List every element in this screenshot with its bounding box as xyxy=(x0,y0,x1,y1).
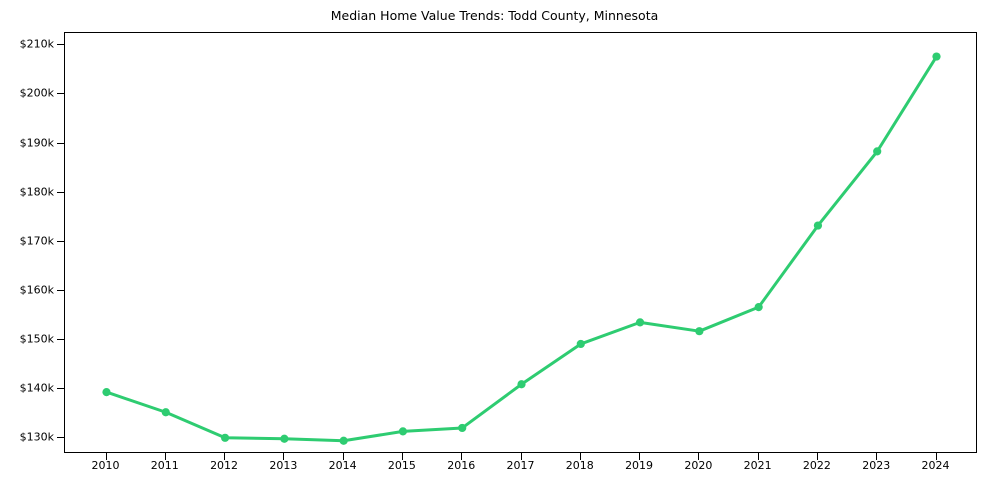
data-point-marker xyxy=(398,427,408,436)
x-axis-tick-label: 2013 xyxy=(269,459,298,472)
chart-title: Median Home Value Trends: Todd County, M… xyxy=(330,8,659,23)
x-axis-tick-mark xyxy=(639,453,641,460)
data-point-marker xyxy=(161,408,170,417)
x-axis-tick-label: 2017 xyxy=(506,459,535,472)
x-axis-tick-label: 2024 xyxy=(921,459,950,472)
y-axis-tick-label: $150k xyxy=(19,332,54,346)
x-axis-tick-mark xyxy=(816,453,818,460)
x-axis-tick-label: 2011 xyxy=(150,459,179,472)
x-axis-tick-label: 2019 xyxy=(625,459,654,472)
line-series-markers xyxy=(102,52,941,445)
data-point-marker xyxy=(280,434,289,443)
x-axis-tick-mark xyxy=(283,453,285,460)
data-point-marker xyxy=(517,380,526,389)
data-point-marker xyxy=(458,423,467,433)
x-axis-tick-label: 2022 xyxy=(802,459,831,472)
y-axis-tick-mark xyxy=(57,437,64,439)
x-axis-tick-mark xyxy=(461,453,463,460)
y-axis-tick-labels: $130k $140k $150k $160k $170k $180k $190k $200k… xyxy=(0,0,54,490)
x-axis-tick-label: 2015 xyxy=(387,459,416,472)
x-axis-tick-label: 2021 xyxy=(743,459,772,472)
x-axis-tick-label: 2014 xyxy=(328,459,357,472)
x-axis-tick-mark xyxy=(401,453,403,460)
y-axis-tick-mark xyxy=(57,191,64,193)
x-axis-tick-mark xyxy=(105,453,107,460)
y-axis-tick-mark xyxy=(57,388,64,390)
y-axis-tick-label: $160k xyxy=(19,283,54,297)
x-axis-tick-label: 2016 xyxy=(447,459,476,472)
y-axis-tick-mark xyxy=(57,289,64,291)
y-axis-tick-label: $130k xyxy=(19,430,54,444)
data-point-marker xyxy=(635,318,645,327)
y-axis-tick-label: $170k xyxy=(19,234,54,248)
y-axis-tick-mark xyxy=(57,240,64,242)
y-axis-tick-mark xyxy=(57,339,64,341)
data-point-marker xyxy=(695,327,704,336)
y-axis-tick-label: $210k xyxy=(19,37,54,51)
data-point-marker xyxy=(220,433,230,442)
data-point-marker xyxy=(754,303,763,312)
y-axis-tick-label: $140k xyxy=(19,381,54,395)
x-axis-tick-mark xyxy=(224,453,226,460)
x-axis-tick-label: 2023 xyxy=(862,459,891,472)
data-point-marker xyxy=(813,221,823,230)
y-axis-tick-label: $180k xyxy=(19,185,54,199)
data-point-marker xyxy=(102,388,111,397)
x-axis-tick-label: 2010 xyxy=(91,459,120,472)
x-axis-tick-mark xyxy=(164,453,166,460)
y-axis-tick-label: $190k xyxy=(19,136,54,150)
y-axis-tick-label: $200k xyxy=(19,86,54,100)
x-axis-tick-label: 2012 xyxy=(210,459,239,472)
x-axis-tick-mark xyxy=(876,453,878,460)
line-series-svg xyxy=(102,52,941,445)
x-axis-tick-mark xyxy=(757,453,759,460)
data-point-marker xyxy=(932,52,941,61)
x-axis-tick-mark xyxy=(935,453,937,460)
plot-axes xyxy=(64,32,977,453)
x-axis-tick-label: 2018 xyxy=(565,459,594,472)
x-axis-tick-mark xyxy=(579,453,581,460)
data-point-marker xyxy=(576,339,585,349)
x-axis-tick-mark xyxy=(698,453,700,460)
y-axis-tick-mark xyxy=(57,44,64,46)
y-axis-tick-mark xyxy=(57,142,64,144)
data-point-marker xyxy=(339,436,348,445)
data-point-marker xyxy=(873,147,882,156)
y-axis-tick-mark xyxy=(57,93,64,95)
x-axis-tick-mark xyxy=(342,453,344,460)
x-axis-tick-label: 2020 xyxy=(684,459,713,472)
x-axis-tick-mark xyxy=(520,453,522,460)
